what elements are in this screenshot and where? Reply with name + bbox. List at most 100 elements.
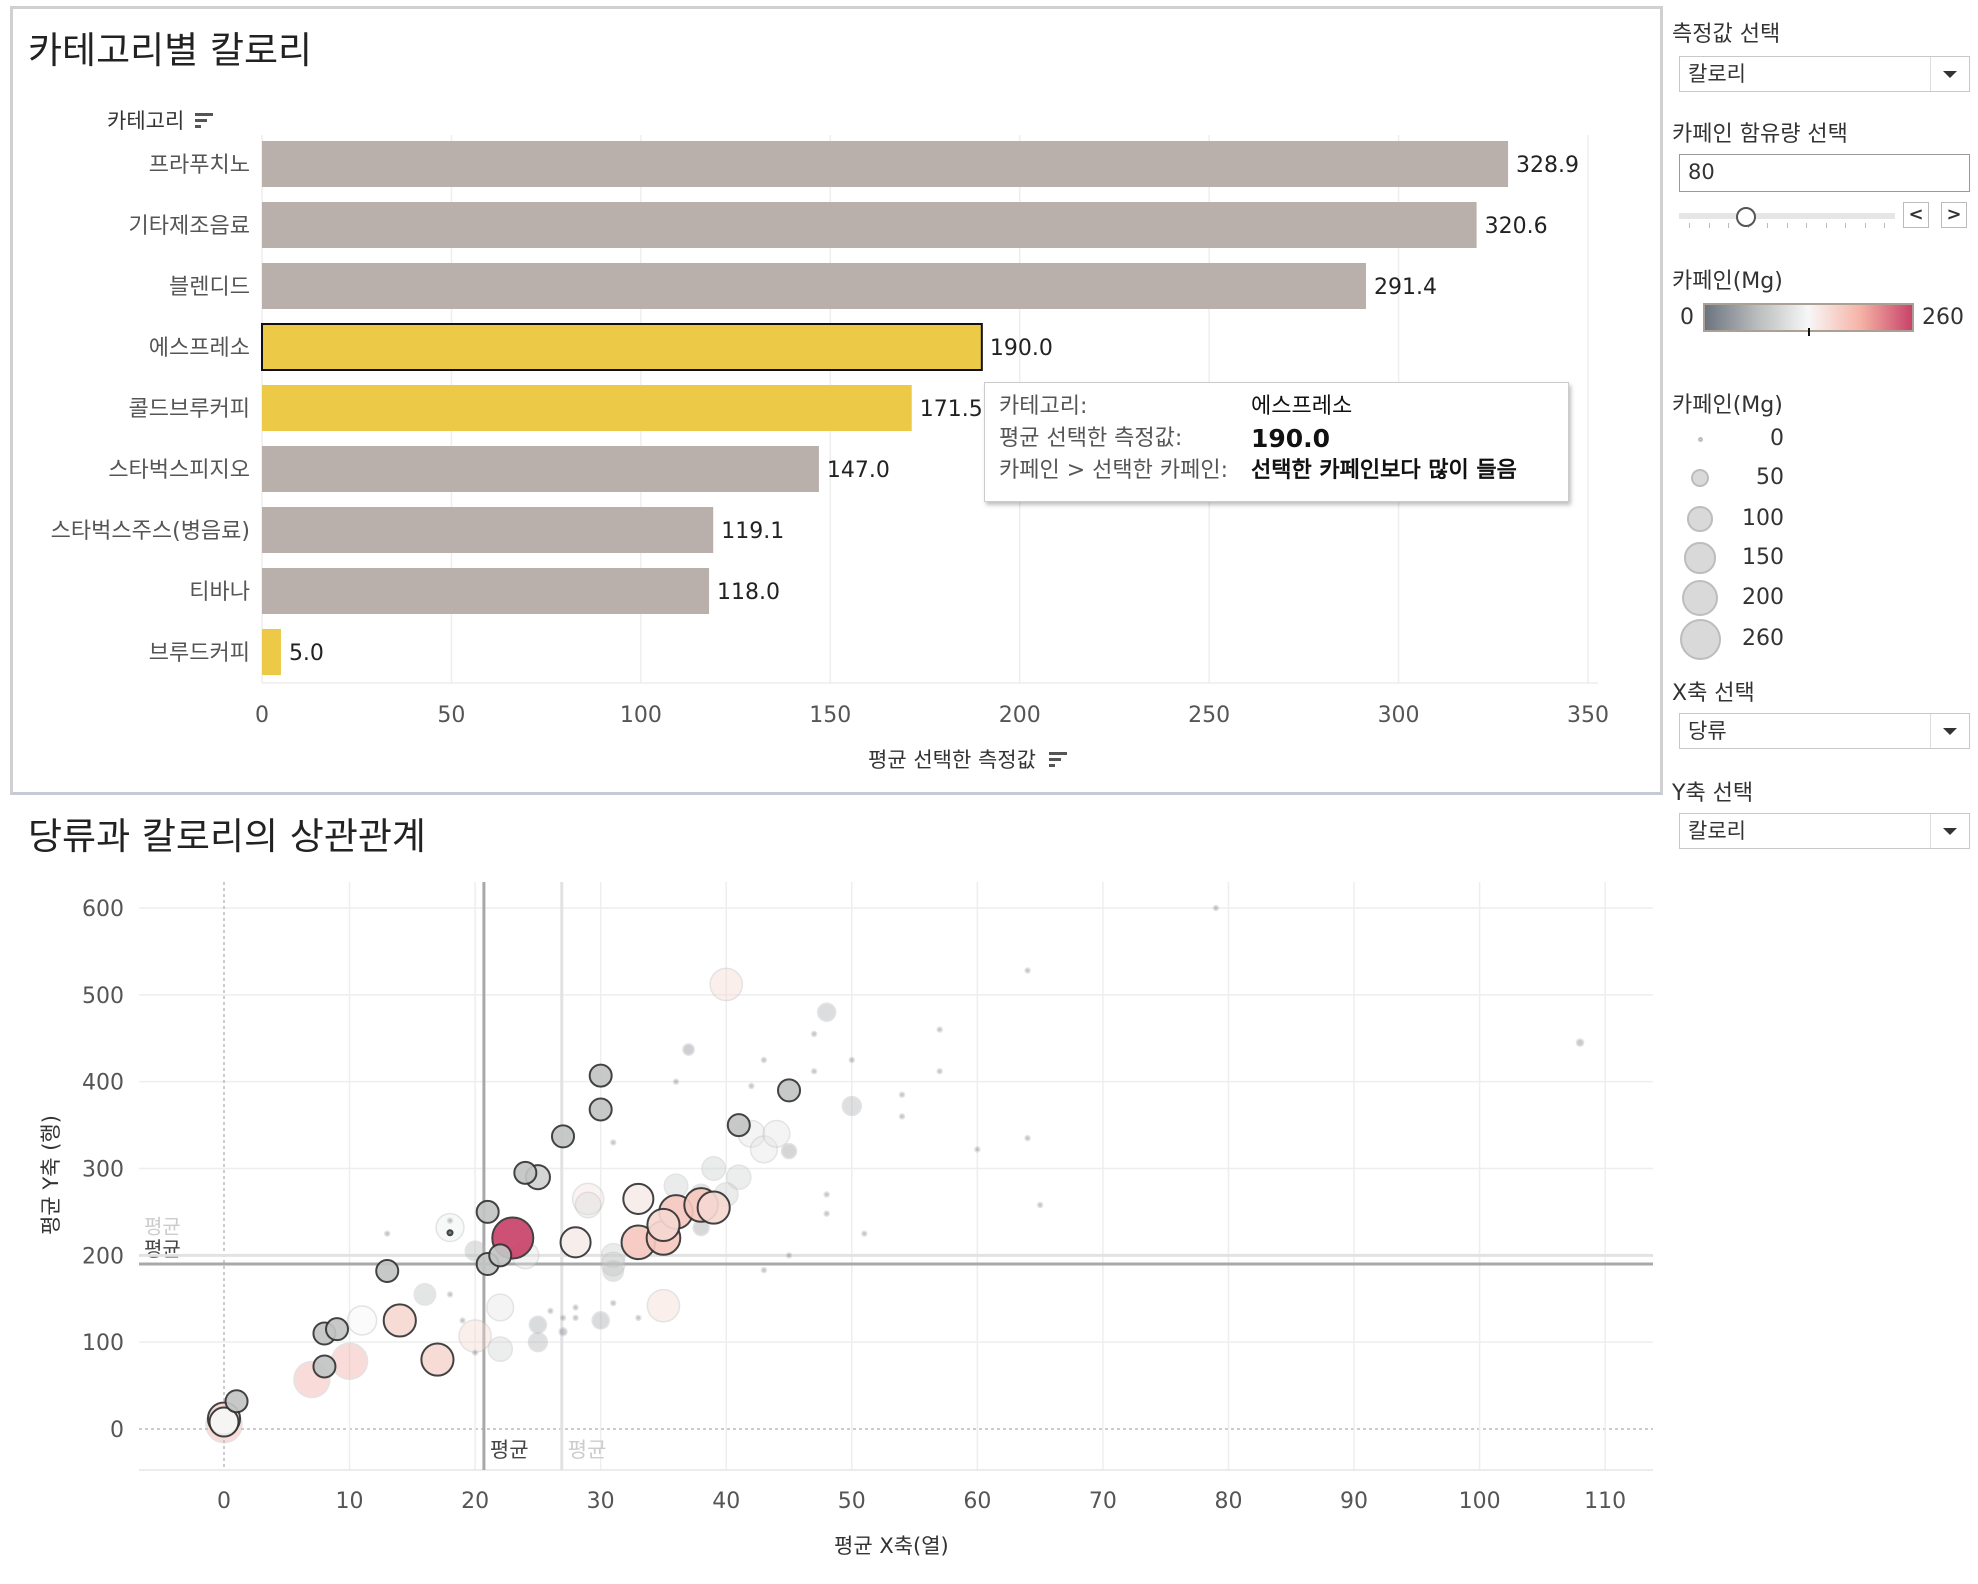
data-point[interactable] <box>810 1068 818 1075</box>
bar[interactable] <box>262 568 710 614</box>
data-point[interactable] <box>726 1113 751 1138</box>
data-point[interactable] <box>600 1251 626 1277</box>
data-point[interactable] <box>572 1314 579 1322</box>
data-point[interactable] <box>571 1182 605 1216</box>
data-point[interactable] <box>475 1199 500 1224</box>
data-point[interactable] <box>701 1156 727 1181</box>
data-point[interactable] <box>1036 1201 1044 1209</box>
bar[interactable] <box>261 323 983 371</box>
category-header[interactable]: 카테고리 <box>107 105 215 135</box>
data-point[interactable] <box>696 1190 731 1225</box>
data-point[interactable] <box>513 1160 538 1185</box>
data-point[interactable] <box>1212 904 1220 912</box>
data-point[interactable] <box>777 1078 802 1103</box>
data-point[interactable] <box>861 1230 868 1237</box>
data-point[interactable] <box>646 1207 681 1243</box>
data-point[interactable] <box>785 1252 793 1259</box>
data-point[interactable] <box>748 1082 755 1090</box>
data-point[interactable] <box>588 1063 613 1088</box>
data-point[interactable] <box>471 1349 479 1356</box>
bar[interactable] <box>262 507 714 553</box>
data-point[interactable] <box>558 1326 568 1337</box>
bar-x-axis-title[interactable]: 평균 선택한 측정값 <box>868 744 1069 774</box>
data-point[interactable] <box>547 1307 554 1315</box>
data-point[interactable] <box>488 1243 513 1268</box>
data-point[interactable] <box>1024 967 1031 974</box>
data-point[interactable] <box>602 1259 625 1282</box>
data-point[interactable] <box>527 1331 549 1353</box>
data-point[interactable] <box>382 1303 417 1338</box>
data-point[interactable] <box>609 1139 617 1146</box>
data-point[interactable] <box>780 1142 798 1160</box>
slider-thumb[interactable] <box>1735 207 1756 227</box>
data-point[interactable] <box>446 1217 454 1224</box>
data-point[interactable] <box>1024 1134 1031 1142</box>
data-point[interactable] <box>672 1078 680 1085</box>
chevron-down-icon[interactable] <box>1930 714 1969 748</box>
data-point[interactable] <box>635 1314 642 1322</box>
data-point[interactable] <box>588 1097 613 1122</box>
bar[interactable] <box>262 141 1509 187</box>
data-point[interactable] <box>749 1135 778 1164</box>
data-point[interactable] <box>898 1113 906 1120</box>
data-point[interactable] <box>572 1304 579 1311</box>
data-point[interactable] <box>330 1342 369 1381</box>
data-point[interactable] <box>383 1230 391 1237</box>
data-point[interactable] <box>459 1317 466 1324</box>
data-point[interactable] <box>574 1191 602 1219</box>
data-point[interactable] <box>486 1293 515 1322</box>
x-axis-dropdown[interactable]: 당류 <box>1679 713 1970 749</box>
data-point[interactable] <box>446 1229 454 1237</box>
caffeine-slider[interactable] <box>1679 204 1895 228</box>
data-point[interactable] <box>709 967 744 1002</box>
data-point[interactable] <box>375 1258 400 1283</box>
data-point[interactable] <box>622 1182 655 1215</box>
next-button[interactable]: > <box>1941 202 1967 228</box>
data-point[interactable] <box>591 1311 610 1330</box>
chevron-down-icon[interactable] <box>1930 57 1969 91</box>
data-point[interactable] <box>551 1124 576 1149</box>
data-point[interactable] <box>528 1315 548 1335</box>
y-axis-dropdown[interactable]: 칼로리 <box>1679 813 1970 849</box>
bar[interactable] <box>262 202 1477 248</box>
data-point[interactable] <box>682 1043 696 1056</box>
bar[interactable] <box>262 629 281 675</box>
data-point[interactable] <box>760 1266 768 1274</box>
data-point[interactable] <box>324 1317 350 1342</box>
data-point[interactable] <box>559 1314 567 1322</box>
data-point[interactable] <box>224 1389 249 1414</box>
data-point[interactable] <box>413 1283 437 1306</box>
data-point[interactable] <box>663 1173 689 1199</box>
chevron-down-icon[interactable] <box>1930 814 1969 848</box>
bar[interactable] <box>262 446 819 492</box>
data-point[interactable] <box>936 1026 943 1033</box>
data-point[interactable] <box>725 1164 752 1191</box>
data-point[interactable] <box>312 1354 337 1379</box>
data-point[interactable] <box>848 1056 856 1064</box>
data-point[interactable] <box>346 1305 378 1336</box>
data-point[interactable] <box>609 1299 617 1307</box>
data-point[interactable] <box>841 1095 862 1117</box>
data-point[interactable] <box>760 1056 768 1064</box>
data-point[interactable] <box>810 1030 818 1038</box>
data-point[interactable] <box>458 1319 492 1353</box>
data-point[interactable] <box>762 1119 791 1148</box>
sort-icon[interactable] <box>1048 749 1069 773</box>
data-point[interactable] <box>816 1002 837 1022</box>
data-point[interactable] <box>559 1226 592 1259</box>
data-point[interactable] <box>823 1191 830 1198</box>
data-point[interactable] <box>898 1091 906 1098</box>
data-point[interactable] <box>420 1342 455 1377</box>
data-point[interactable] <box>208 1406 240 1438</box>
bar[interactable] <box>262 385 912 431</box>
caffeine-input[interactable]: 80 <box>1679 154 1970 192</box>
data-point[interactable] <box>446 1291 454 1298</box>
bar[interactable] <box>262 263 1366 309</box>
measure-dropdown[interactable]: 칼로리 <box>1679 56 1970 92</box>
prev-button[interactable]: < <box>1903 202 1929 228</box>
data-point[interactable] <box>487 1336 514 1362</box>
data-point[interactable] <box>936 1068 943 1075</box>
data-point[interactable] <box>823 1210 830 1217</box>
data-point[interactable] <box>646 1288 681 1323</box>
data-point[interactable] <box>435 1212 465 1243</box>
